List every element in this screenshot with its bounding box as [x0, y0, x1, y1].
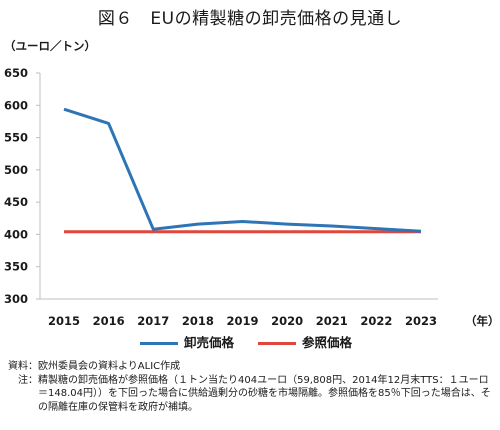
source-key: 資料：	[8, 361, 38, 372]
note-key: 注：	[18, 374, 38, 386]
x-tick-label: 2017	[137, 314, 169, 328]
y-axis-unit-label: （ユーロ／トン）	[4, 39, 96, 53]
y-tick-label: 350	[4, 260, 28, 274]
notes: 資料： 欧州委員会の資料よりALIC作成 注： 精製糖の卸売価格が参照価格（１ト…	[4, 360, 496, 414]
x-tick-label: 2020	[271, 314, 303, 328]
x-tick-label: 2018	[182, 314, 214, 328]
note-row: 注： 精製糖の卸売価格が参照価格（１トン当たり404ユーロ（59,808円、20…	[4, 374, 496, 415]
source-row: 資料： 欧州委員会の資料よりALIC作成	[4, 360, 496, 374]
series-line-wholesale	[63, 107, 422, 233]
y-tick-label: 450	[4, 195, 28, 209]
y-tick-label: 300	[4, 292, 28, 306]
x-tick-label: 2023	[405, 314, 437, 328]
y-tick-label: 650	[4, 66, 28, 80]
line-chart: 300 350 400 450 500 550 600 650 2015 2016 2017 2018…	[4, 66, 438, 328]
legend-swatch-reference	[258, 342, 296, 345]
note-text: 精製糖の卸売価格が参照価格（１トン当たり404ユーロ（59,808円、2014年…	[38, 374, 491, 413]
x-axis-unit-label: （年）	[465, 314, 500, 328]
legend-label-wholesale: 卸売価格	[184, 335, 235, 350]
y-tick-label: 500	[4, 163, 28, 177]
y-tick-label: 400	[4, 227, 28, 241]
y-tick-label: 600	[4, 98, 28, 112]
source-text: 欧州委員会の資料よりALIC作成	[38, 361, 181, 372]
x-tick-label: 2022	[360, 314, 392, 328]
legend-swatch-wholesale	[140, 342, 178, 345]
x-tick-label: 2019	[226, 314, 258, 328]
x-tick-label: 2021	[316, 314, 348, 328]
x-tick-label: 2016	[93, 314, 125, 328]
legend-label-reference: 参照価格	[302, 335, 353, 350]
x-tick-label: 2015	[48, 314, 80, 328]
chart-title: 図６ EUの精製糖の卸売価格の見通し	[97, 9, 403, 29]
y-tick-label: 550	[4, 131, 28, 145]
